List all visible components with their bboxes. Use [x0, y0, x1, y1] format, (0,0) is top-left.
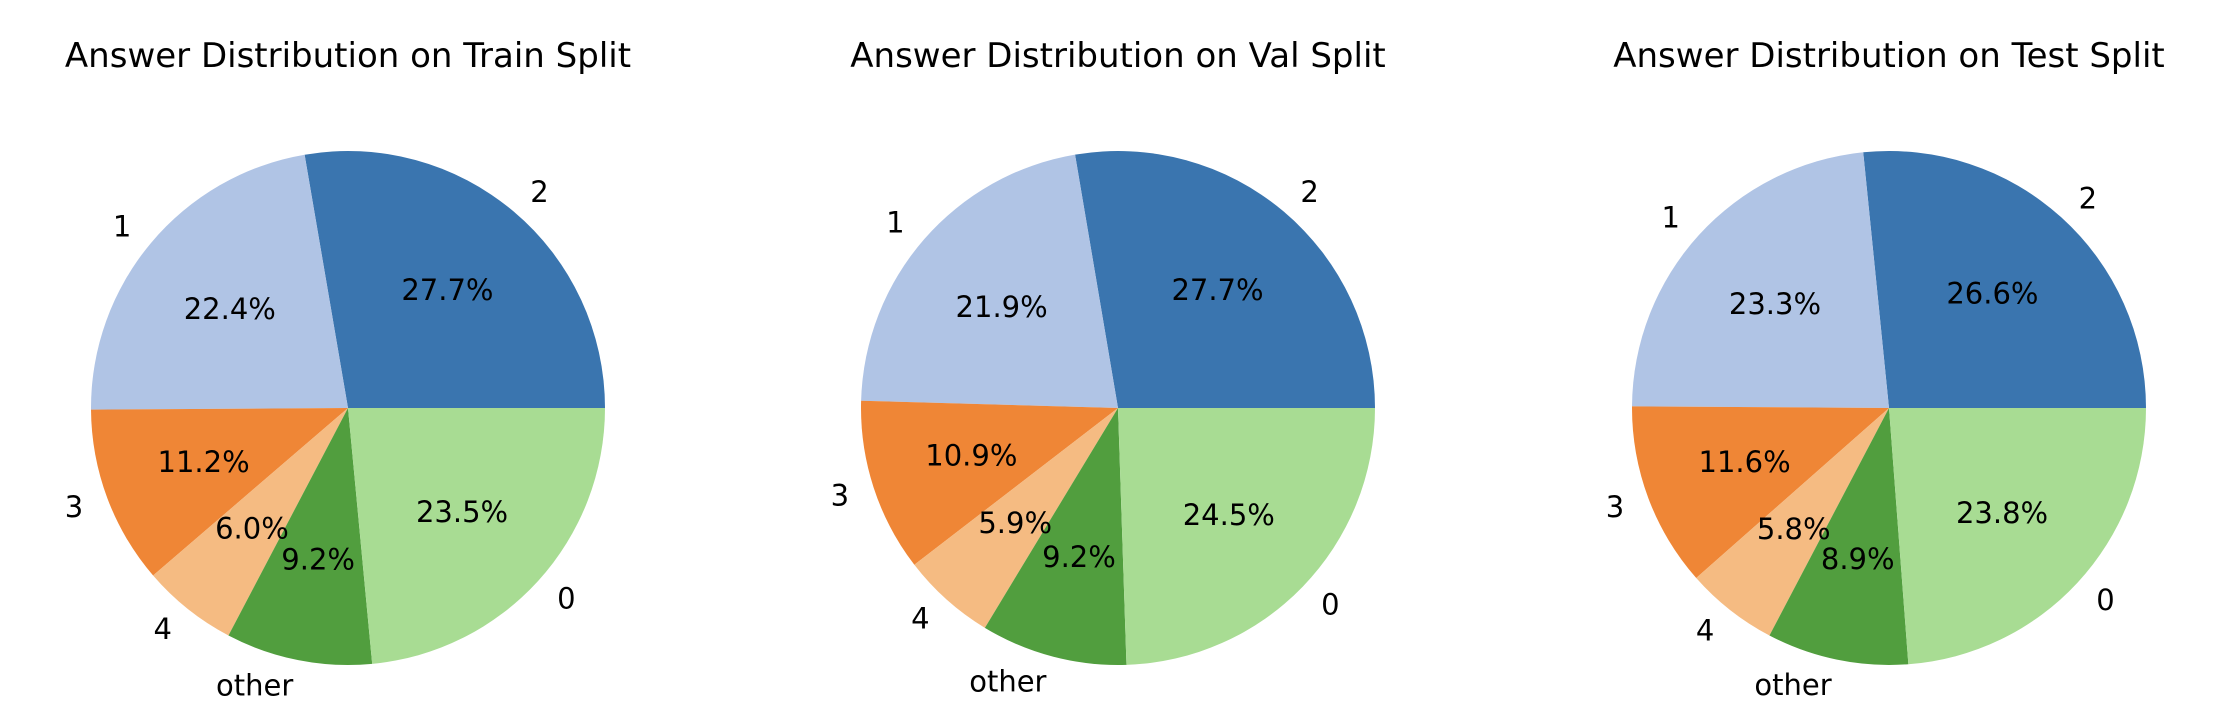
pie-slice-train-2: [304, 150, 605, 408]
slice-label-train-3: 3: [65, 490, 83, 524]
slice-label-train-1: 1: [113, 209, 131, 243]
slice-label-test-2: 2: [2079, 181, 2097, 215]
slice-label-train-2: 2: [530, 175, 548, 209]
pie-slice-val-3: [861, 400, 1118, 565]
chart-title-train: Answer Distribution on Train Split: [65, 36, 631, 76]
slice-label-val-1: 1: [886, 206, 904, 240]
pie-slice-test-3: [1632, 406, 1889, 578]
percent-label-train-4: 6.0%: [215, 512, 289, 546]
slice-label-val-2: 2: [1300, 175, 1318, 209]
slice-label-val-other: other: [969, 665, 1046, 699]
slice-label-train-other: other: [216, 668, 293, 702]
percent-label-test-2: 26.6%: [1946, 277, 2038, 311]
percent-label-val-3: 10.9%: [925, 439, 1017, 473]
pie-slice-test-1: [1632, 152, 1889, 408]
percent-label-test-4: 5.8%: [1757, 512, 1831, 546]
pie-slice-train-4: [153, 408, 348, 636]
pie-labels-val: 2 27.7% 1 21.9% 3 10.9% 4 5.9% other 9.2% 0 24.5%: [831, 175, 1340, 698]
pie-slices-train: [91, 150, 605, 666]
slice-label-test-3: 3: [1606, 490, 1624, 524]
percent-label-train-other: 9.2%: [281, 542, 355, 576]
pie-slice-test-4: [1696, 408, 1889, 636]
percent-label-train-2: 27.7%: [401, 273, 493, 307]
pie-slice-train-1: [91, 154, 349, 410]
pie-slice-train-3: [91, 408, 349, 576]
slice-label-train-0: 0: [557, 581, 575, 615]
percent-label-val-other: 9.2%: [1042, 540, 1116, 574]
pie-labels-train: 2 27.7% 1 22.4% 3 11.2% 4 6.0% other 9.2% 0 23.5%: [65, 175, 576, 702]
pie-slice-train-0: [348, 408, 605, 664]
percent-label-val-4: 5.9%: [978, 506, 1052, 540]
percent-label-train-1: 22.4%: [184, 292, 276, 326]
percent-label-val-1: 21.9%: [956, 290, 1048, 324]
percent-label-test-1: 23.3%: [1729, 287, 1821, 321]
pie-chart-test: Answer Distribution on Test Split 2 26.6%…: [1606, 36, 2165, 702]
pie-slice-val-other: [984, 408, 1127, 665]
pie-slice-val-1: [861, 154, 1118, 408]
percent-label-val-0: 24.5%: [1183, 498, 1275, 532]
percent-label-val-2: 27.7%: [1171, 273, 1263, 307]
slice-label-val-3: 3: [831, 478, 849, 512]
percent-label-train-3: 11.2%: [158, 445, 250, 479]
pie-chart-val: Answer Distribution on Val Split 2 27.7% 1…: [831, 36, 1386, 699]
slice-label-val-4: 4: [911, 602, 929, 636]
slice-label-test-other: other: [1754, 668, 1831, 702]
pie-slice-test-0: [1889, 408, 2146, 665]
percent-label-train-0: 23.5%: [416, 495, 508, 529]
slice-label-test-0: 0: [2096, 583, 2114, 617]
pie-slices-val: [861, 151, 1375, 665]
pie-slices-test: [1632, 151, 2146, 665]
percent-label-test-3: 11.6%: [1699, 445, 1791, 479]
pie-slice-train-other: [228, 408, 373, 666]
pie-chart-train: Answer Distribution on Train Split 2 27.7…: [65, 36, 631, 702]
slice-label-test-1: 1: [1661, 201, 1679, 235]
pie-slice-test-other: [1769, 408, 1909, 665]
slice-label-val-0: 0: [1321, 588, 1339, 622]
pie-slice-val-2: [1075, 151, 1375, 409]
pie-slice-test-2: [1863, 151, 2146, 409]
percent-label-test-0: 23.8%: [1956, 496, 2048, 530]
chart-title-test: Answer Distribution on Test Split: [1613, 36, 2165, 76]
pie-slice-val-0: [1118, 408, 1375, 665]
slice-label-test-4: 4: [1696, 613, 1714, 647]
pie-labels-test: 2 26.6% 1 23.3% 3 11.6% 4 5.8% other 8.9% 0 23.8%: [1606, 181, 2115, 702]
percent-label-test-other: 8.9%: [1821, 542, 1895, 576]
slice-label-train-4: 4: [153, 612, 171, 646]
pie-slice-val-4: [914, 408, 1118, 628]
chart-title-val: Answer Distribution on Val Split: [850, 36, 1385, 76]
